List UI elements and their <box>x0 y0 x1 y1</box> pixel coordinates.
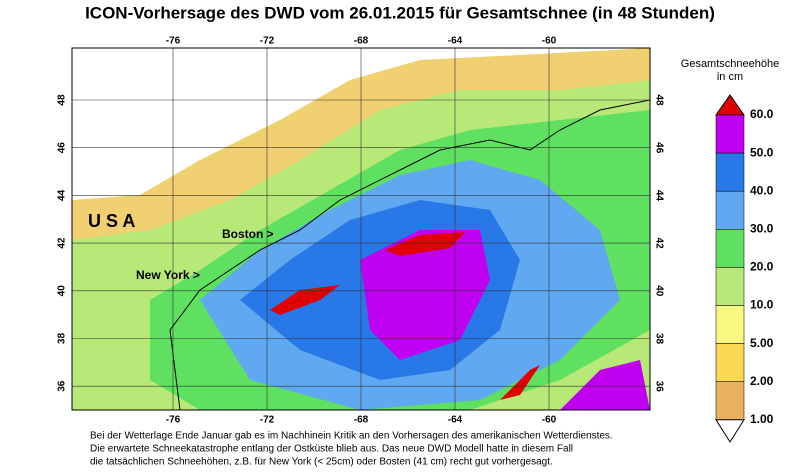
country-label: U S A <box>88 211 135 231</box>
legend-label: 40.0 <box>750 183 774 197</box>
legend-swatch <box>715 152 745 192</box>
legend-arrow <box>715 94 745 116</box>
title: ICON-Vorhersage des DWD vom 26.01.2015 f… <box>85 3 715 22</box>
legend-label: 10.0 <box>750 298 774 312</box>
footer-line: Die erwartete Schneekatastrophe entlang … <box>90 444 573 455</box>
lat-label: 46 <box>57 142 68 154</box>
lon-label: -68 <box>354 36 369 47</box>
legend: 60.0 50.0 40.0 30.0 20.0 10.0 5.00 2.00 1.00 <box>715 94 774 443</box>
legend-swatch <box>715 343 745 382</box>
lat-label: 40 <box>57 285 68 297</box>
legend-label: 30.0 <box>750 221 774 235</box>
lon-label: -64 <box>448 36 463 47</box>
lat-label: 36 <box>653 381 664 393</box>
lat-label: 38 <box>57 333 68 345</box>
legend-label: 20.0 <box>750 260 774 274</box>
lon-label: -72 <box>260 36 275 47</box>
legend-label: 5.00 <box>750 336 774 350</box>
city-label: New York > <box>136 268 200 282</box>
lon-label: -60 <box>542 415 557 426</box>
legend-swatch <box>715 381 745 421</box>
graticule: -76 -76 -72 -72 -68 -68 -64 -64 -60 -60 48 48 46 46 44… <box>57 36 665 426</box>
lat-label: 42 <box>653 238 664 250</box>
lat-label: 38 <box>653 333 664 345</box>
legend-title: Gesamtschneehöhe <box>681 58 779 70</box>
lon-label: -64 <box>448 415 463 426</box>
city-label: Boston > <box>222 227 274 241</box>
legend-arrow <box>715 419 745 443</box>
legend-label: 60.0 <box>750 107 774 121</box>
lat-label: 36 <box>57 380 68 392</box>
legend-label: 1.00 <box>750 412 774 426</box>
lon-label: -76 <box>166 415 181 426</box>
lat-label: 48 <box>57 94 68 106</box>
legend-swatch <box>715 190 745 230</box>
lon-label: -72 <box>260 415 275 426</box>
lat-label: 48 <box>653 94 664 106</box>
legend-unit: in cm <box>717 71 743 83</box>
lat-label: 44 <box>653 190 664 202</box>
lat-label: 46 <box>653 142 664 154</box>
lon-label: -60 <box>542 36 557 47</box>
lat-label: 42 <box>57 237 68 249</box>
footer-line: Bei der Wetterlage Ende Januar gab es im… <box>90 431 613 442</box>
lat-label: 44 <box>57 189 68 201</box>
lat-label: 40 <box>653 285 664 297</box>
legend-swatch <box>715 305 745 344</box>
lon-label: -76 <box>166 36 181 47</box>
legend-swatch <box>715 229 745 268</box>
legend-label: 50.0 <box>750 145 774 159</box>
footer-line: die tatsächlichen Schneehöhen, z.B. für … <box>90 457 553 468</box>
lon-label: -68 <box>354 415 369 426</box>
legend-label: 2.00 <box>750 374 774 388</box>
legend-swatch <box>715 114 745 154</box>
map-frame <box>71 47 651 411</box>
legend-swatch <box>715 267 745 306</box>
